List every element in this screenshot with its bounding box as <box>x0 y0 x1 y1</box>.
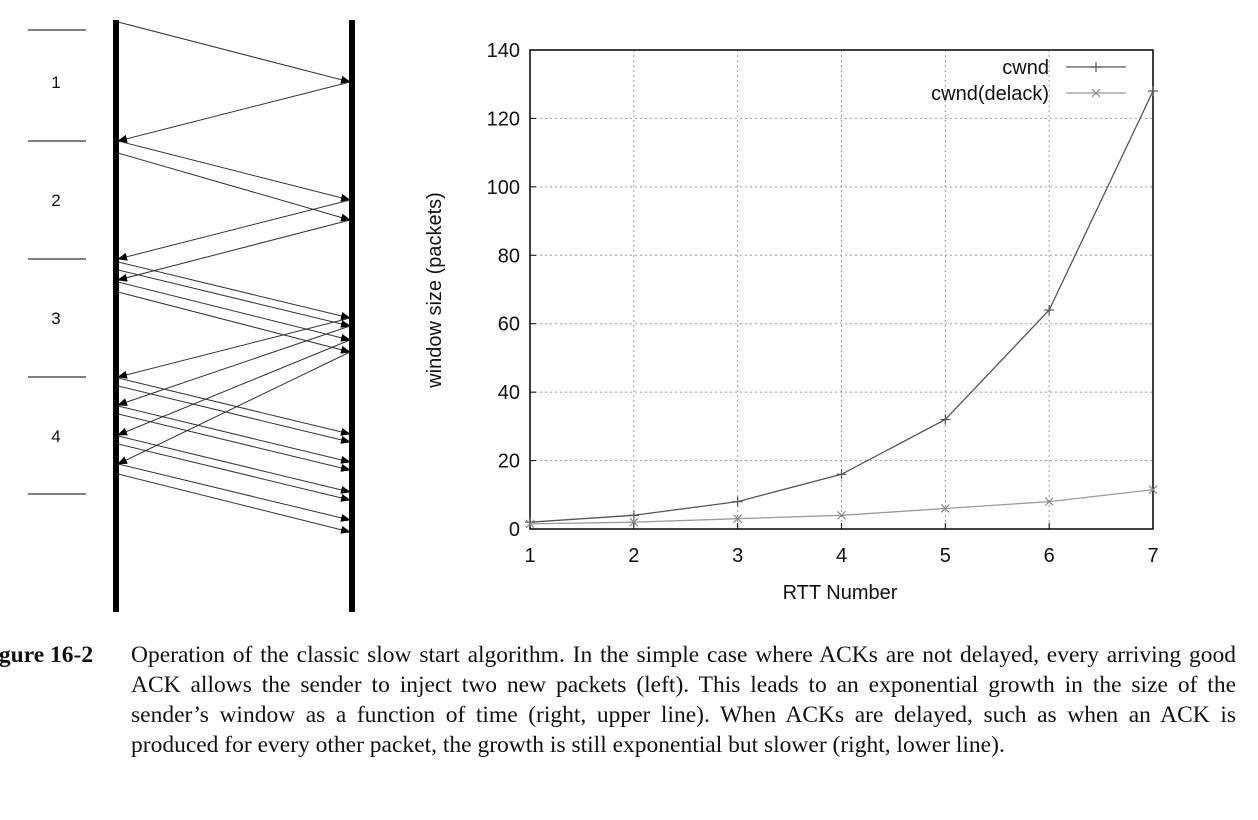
y-tick-label: 120 <box>487 108 520 130</box>
data-point-cwnd-delack <box>837 510 846 520</box>
y-tick-label: 0 <box>509 519 520 541</box>
packet-arrow <box>117 443 351 502</box>
rtt-label-4: 4 <box>51 427 60 446</box>
y-tick-label: 20 <box>498 451 520 473</box>
legend-marker-plus <box>1091 62 1101 72</box>
x-tick-label: 2 <box>628 545 639 567</box>
data-point-cwnd-delack <box>629 517 639 527</box>
y-tick-label: 140 <box>487 40 520 62</box>
rtt-label-3: 3 <box>51 309 60 328</box>
packet-arrow <box>117 261 351 320</box>
figure-number: Figure 16-2 <box>0 642 94 668</box>
x-axis-label: RTT Number <box>783 582 898 604</box>
x-tick-label: 3 <box>732 545 743 567</box>
packet-arrow <box>117 377 351 436</box>
caption-text: Operation of the classic slow start algo… <box>131 642 1236 758</box>
rtt-label-2: 2 <box>51 191 60 210</box>
packet-arrow <box>117 325 351 406</box>
packet-arrow <box>117 291 351 354</box>
packet-arrow <box>117 413 351 472</box>
data-point-cwnd-delack <box>733 514 743 524</box>
window-size-chart: 1 2 3 4 5 6 7 0 20 40 60 80 100 120 140 cwnd cwnd(delac… <box>424 40 1159 604</box>
x-tick-label: 7 <box>1147 545 1158 567</box>
y-axis-label: window size (packets) <box>424 192 446 389</box>
y-tick-label: 100 <box>487 177 520 199</box>
x-tick-label: 1 <box>524 545 535 567</box>
packet-arrow <box>117 81 351 143</box>
packet-arrow <box>117 473 351 534</box>
y-tick-label: 40 <box>498 382 520 404</box>
data-point-cwnd <box>525 517 535 528</box>
data-point-cwnd <box>628 510 639 521</box>
packet-arrow <box>117 199 351 261</box>
data-series <box>525 86 1158 529</box>
packet-arrow <box>117 152 351 222</box>
x-tick-label: 6 <box>1044 545 1055 567</box>
data-point-cwnd-delack <box>1148 485 1158 495</box>
packet-arrow <box>117 317 351 379</box>
packet-arrow <box>117 269 351 328</box>
rtt-dividers <box>28 29 86 495</box>
y-tick-label: 80 <box>498 245 520 267</box>
chart-grid <box>530 50 1153 529</box>
packet-arrow <box>117 463 351 522</box>
packet-arrow <box>117 219 351 282</box>
packet-arrow <box>117 385 351 444</box>
axis-ticks: 1 2 3 4 5 6 7 0 20 40 60 80 100 120 140 <box>487 40 1159 567</box>
y-tick-label: 60 <box>498 314 520 336</box>
legend: cwnd cwnd(delack) <box>931 57 1126 105</box>
rtt-label-1: 1 <box>51 73 60 92</box>
x-tick-label: 5 <box>940 545 951 567</box>
legend-label-1: cwnd <box>1002 57 1049 79</box>
packet-arrow <box>117 21 351 84</box>
packet-arrow <box>117 435 351 494</box>
packet-arrow <box>117 281 351 342</box>
legend-label-2: cwnd(delack) <box>931 83 1049 105</box>
data-point-cwnd-delack <box>1044 497 1054 507</box>
data-point-cwnd <box>836 469 847 480</box>
data-point-cwnd <box>940 414 951 425</box>
data-point-cwnd <box>1044 305 1055 316</box>
data-point-cwnd <box>732 496 743 507</box>
packet-arrow <box>117 140 351 202</box>
data-point-cwnd-delack <box>940 504 950 513</box>
x-tick-label: 4 <box>836 545 847 567</box>
data-point-cwnd <box>1148 86 1158 97</box>
legend-marker-cross <box>1091 88 1101 98</box>
packet-arrow <box>117 405 351 464</box>
packet-arrows <box>117 21 351 534</box>
data-point-cwnd-delack <box>525 519 535 529</box>
packet-arrow <box>117 339 351 436</box>
slow-start-timeline-diagram: 1 2 3 4 <box>28 20 355 612</box>
